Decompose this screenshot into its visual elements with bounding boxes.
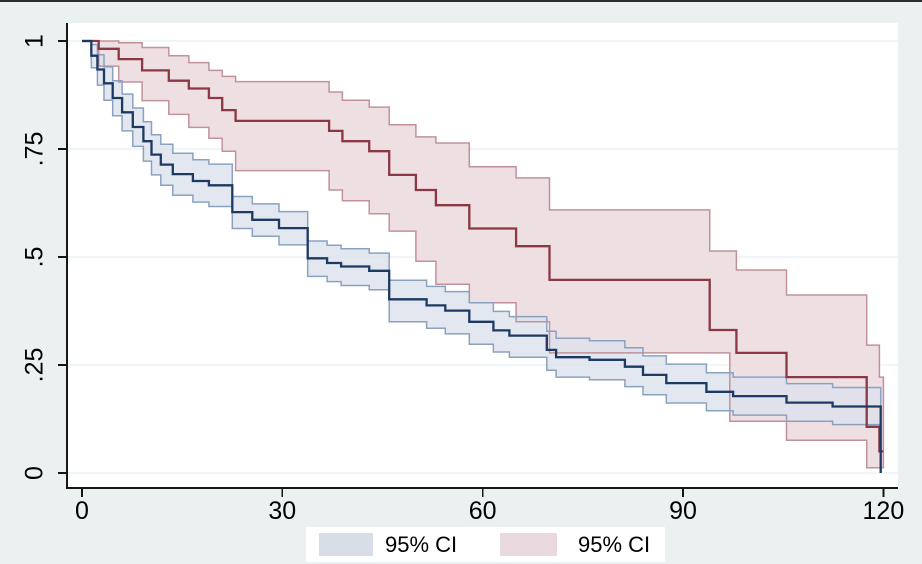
x-tick-label: 90 — [669, 497, 697, 525]
window-top-border — [0, 0, 922, 2]
x-tick-label: 0 — [75, 497, 89, 525]
axis-lines — [66, 23, 898, 489]
x-tick-label: 30 — [268, 497, 297, 525]
legend-swatch-red-ci — [500, 533, 557, 556]
x-tick-label: 60 — [468, 497, 497, 525]
legend: 95% CI 95% CI — [306, 527, 665, 562]
ci-band-fill-red — [82, 41, 884, 468]
legend-swatch-blue-ci — [319, 533, 373, 556]
y-tick-label: 1 — [20, 34, 49, 48]
y-tick-label: .75 — [20, 131, 49, 167]
ci-band-edge-red — [82, 40, 885, 469]
legend-label-blue-ci: 95% CI — [385, 531, 458, 557]
ci-band-fill-blue — [82, 41, 881, 473]
y-tick-label: .25 — [20, 347, 49, 383]
survival-curve-red — [82, 39, 884, 453]
y-tick-label: 0 — [20, 466, 49, 480]
y-tick-label: .5 — [20, 246, 49, 268]
legend-label-red-ci: 95% CI — [578, 531, 651, 557]
survival-curve-blue — [82, 39, 882, 473]
x-tick-label: 120 — [862, 497, 905, 525]
